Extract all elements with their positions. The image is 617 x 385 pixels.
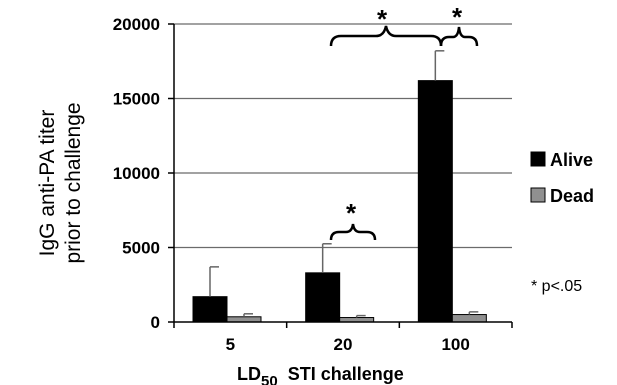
y-axis-title-line2: prior to challenge [62,102,85,263]
y-tick-labels: 0 5000 10000 15000 20000 [113,15,160,332]
x-axis-title-rest: STI challenge [288,364,404,384]
bracket-100-alive-dead [439,26,479,47]
y-tick-label-0: 0 [151,313,160,332]
significance-annotations: * * * [329,2,479,241]
y-tick-label-5000: 5000 [122,239,160,258]
star-groups: * [377,4,388,34]
legend-label-alive: Alive [550,150,593,170]
y-tick-label-10000: 10000 [113,164,160,183]
bracket-20 [329,223,377,241]
x-tick-labels: 5 20 100 [226,335,470,354]
y-tick-label-15000: 15000 [113,90,160,109]
bar-alive-20 [305,272,341,323]
bars [192,80,487,323]
x-axis-title-ld: LD [237,364,261,384]
axes [168,23,513,328]
x-axis-title-subscript: 50 [261,373,278,385]
bracket-100-groups [329,25,443,47]
legend: Alive Dead [530,150,594,206]
star-100: * [452,2,463,32]
x-tick-label-5: 5 [226,335,235,354]
legend-swatch-dead [530,187,546,203]
x-axis-title: LD50 STI challenge [237,364,404,385]
gridlines [174,23,512,249]
significance-note: * p<.05 [531,278,582,295]
error-bars [209,50,479,318]
bar-alive-5 [192,296,228,323]
y-tick-label-20000: 20000 [113,15,160,34]
x-tick-label-100: 100 [441,335,469,354]
bar-dead-5 [226,316,262,323]
bar-dead-100 [451,314,487,323]
legend-label-dead: Dead [550,186,594,206]
y-axis-title-line1: IgG anti-PA titer [36,110,59,257]
star-20: * [346,198,357,228]
bar-alive-100 [417,80,453,323]
x-tick-label-20: 20 [334,335,353,354]
legend-swatch-alive [530,151,546,167]
